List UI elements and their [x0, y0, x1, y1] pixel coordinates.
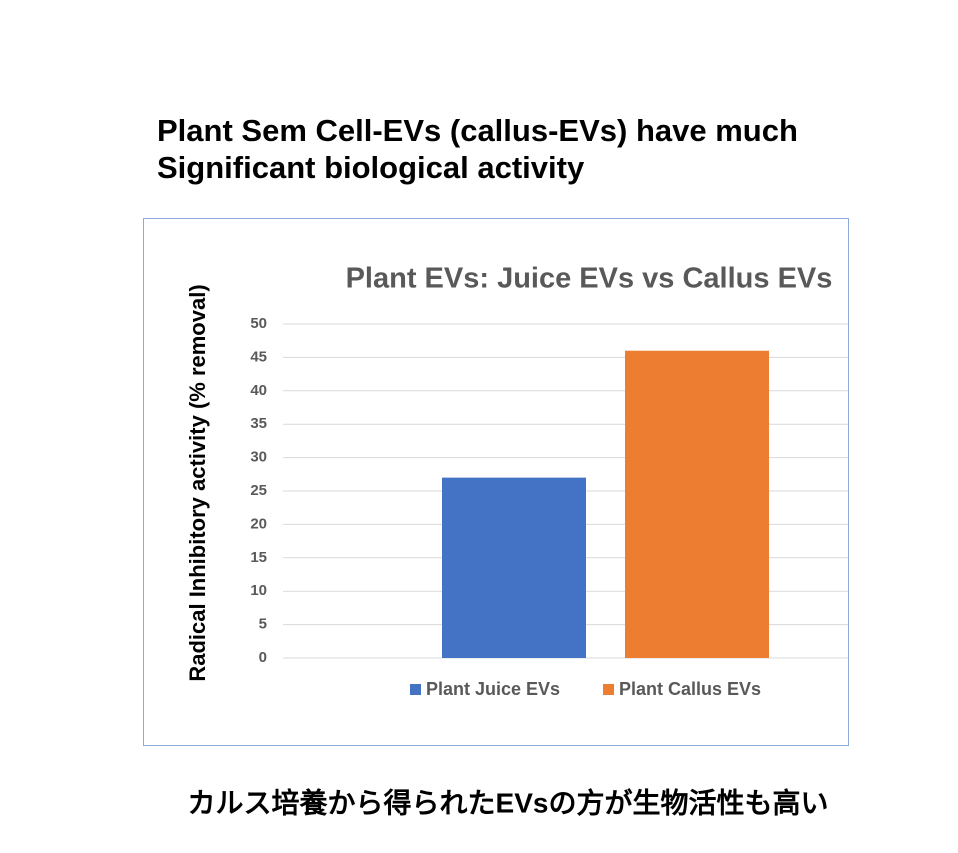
legend-label: Plant Callus EVs [619, 679, 761, 699]
y-tick-label: 40 [250, 382, 267, 399]
chart-title: Plant EVs: Juice EVs vs Callus EVs [346, 263, 833, 295]
y-axis-label: Radical Inhibitory activity (% removal) [185, 284, 210, 681]
y-tick-label: 25 [250, 482, 267, 499]
legend-label: Plant Juice EVs [426, 679, 560, 699]
bar [442, 477, 586, 658]
legend-swatch [603, 684, 614, 695]
y-tick-label: 15 [250, 549, 267, 566]
y-tick-label: 50 [250, 315, 267, 332]
y-tick-label: 5 [259, 616, 267, 633]
legend-swatch [410, 684, 421, 695]
caption: カルス培養から得られたEVsの方が生物活性も高い [188, 786, 829, 818]
plot-area: 0 5 10 15 20 25 30 35 40 45 50 Plant Juice EVs Plant… [250, 315, 848, 699]
y-tick-label: 30 [250, 449, 267, 466]
y-tick-label: 45 [250, 348, 267, 365]
y-tick-label: 0 [259, 649, 267, 666]
y-tick-label: 35 [250, 415, 267, 432]
y-tick-label: 20 [250, 515, 267, 532]
bar [625, 350, 769, 658]
slide-title: Plant Sem Cell-EVs (callus-EVs) have muc… [157, 113, 798, 148]
y-tick-label: 10 [250, 582, 267, 599]
slide-title: Significant biological activity [157, 150, 585, 185]
